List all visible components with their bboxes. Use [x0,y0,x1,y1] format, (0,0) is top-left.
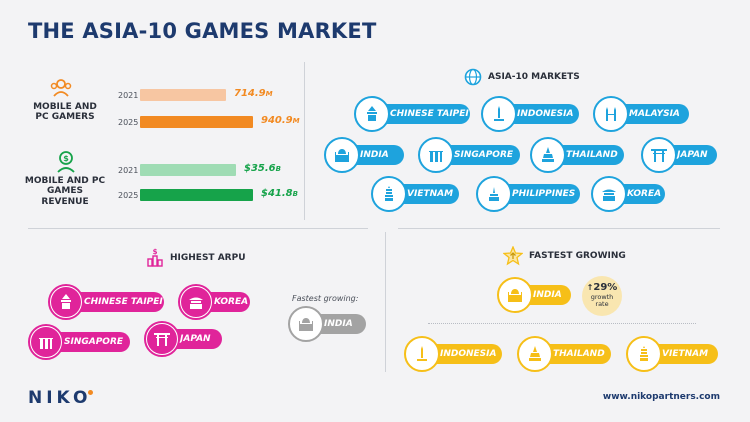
arpu-pill-singapore: SINGAPORE [28,324,130,360]
arpu-fastest-label: Fastest growing: [292,294,359,303]
towers-icon [593,96,629,132]
market-pill-indonesia: INDONESIA [481,96,579,132]
growth-rate-caption-1: growth [590,293,614,301]
divider-horizontal-left [28,228,368,229]
market-pill-japan: JAPAN [641,137,717,173]
svg-text:$: $ [63,154,69,163]
pagoda-icon [626,336,662,372]
market-pill-singapore: SINGAPORE [418,137,520,173]
markets-heading: ASIA-10 MARKETS [464,68,580,86]
revenue-bar-2025 [140,189,253,201]
page-title: THE ASIA-10 GAMES MARKET [28,19,377,43]
growing-pill-thailand: THAILAND [517,336,611,372]
growth-rate-badge: ↑29% growth rate [582,276,622,316]
market-pill-korea: KOREA [591,176,665,212]
revenue-label: MOBILE AND PC GAMES REVENUE [24,176,106,207]
gamers-year-2025: 2025 [118,118,139,127]
growing-pill-vietnam: VIETNAM [626,336,718,372]
arpu-fastest-pill-india: INDIA [288,306,366,342]
arpu-pill-korea: KOREA [178,284,250,320]
market-pill-philippines: PHILIPPINES [476,176,580,212]
taj-mahal-icon [497,277,533,313]
divider-vertical-bottom [385,232,386,372]
revenue-bar-2021 [140,164,236,176]
growth-rate-caption-2: rate [595,300,609,309]
market-pill-chinese-taipei: CHINESE TAIPEI [354,96,470,132]
market-pill-india: INDIA [324,137,404,173]
footer-url-link[interactable]: www.nikopartners.com [602,392,720,402]
landmark-icon [354,96,390,132]
gamers-value-2025: 940.9M [261,115,300,126]
growth-rate-value: 29% [593,282,618,293]
growing-heading: FASTEST GROWING [503,246,626,266]
market-pill-malaysia: MALAYSIA [593,96,689,132]
arpu-heading: $ HIGHEST ARPU [146,248,246,268]
logo-dot-icon [88,390,94,395]
globe-icon [464,68,482,86]
market-pill-vietnam: VIETNAM [371,176,459,212]
gamers-icon [50,79,72,97]
monument-icon [404,336,440,372]
torii-icon [641,137,677,173]
monument-icon [481,96,517,132]
divider-dotted [428,323,696,324]
torii-icon [144,321,180,357]
pagoda-icon [371,176,407,212]
taj-mahal-icon [324,137,360,173]
divider-vertical-top [304,62,305,220]
svg-text:$: $ [153,248,158,256]
shrine-icon [476,176,512,212]
temple-icon [517,336,553,372]
divider-horizontal-right [398,228,720,229]
arpu-pill-japan: JAPAN [144,321,222,357]
gamers-label: MOBILE AND PC GAMERS [33,102,97,123]
palace-icon [178,284,214,320]
revenue-icon: $ [57,151,75,173]
marina-bay-icon [28,324,64,360]
revenue-value-2021: $35.6B [244,163,281,174]
gamers-year-2021: 2021 [118,91,139,100]
growing-pill-indonesia: INDONESIA [404,336,502,372]
temple-icon [530,137,566,173]
revenue-value-2025: $41.8B [261,188,298,199]
gamers-bar-2021 [140,89,226,101]
marina-bay-icon [418,137,454,173]
gamers-value-2021: 714.9M [234,88,273,99]
revenue-year-2025: 2025 [118,191,139,200]
growing-pill-india: INDIA [497,277,571,313]
gamers-bar-2025 [140,116,253,128]
arpu-pill-chinese-taipei: CHINESE TAIPEI [48,284,164,320]
arpu-chart-icon: $ [147,248,163,267]
market-pill-thailand: THAILAND [530,137,624,173]
landmark-icon [48,284,84,320]
up-arrow-icon: ↑ [586,283,594,292]
niko-logo: NIKO [28,388,94,408]
palace-icon [591,176,627,212]
star-badge-icon [503,246,523,266]
taj-mahal-icon [288,306,324,342]
revenue-year-2021: 2021 [118,166,139,175]
